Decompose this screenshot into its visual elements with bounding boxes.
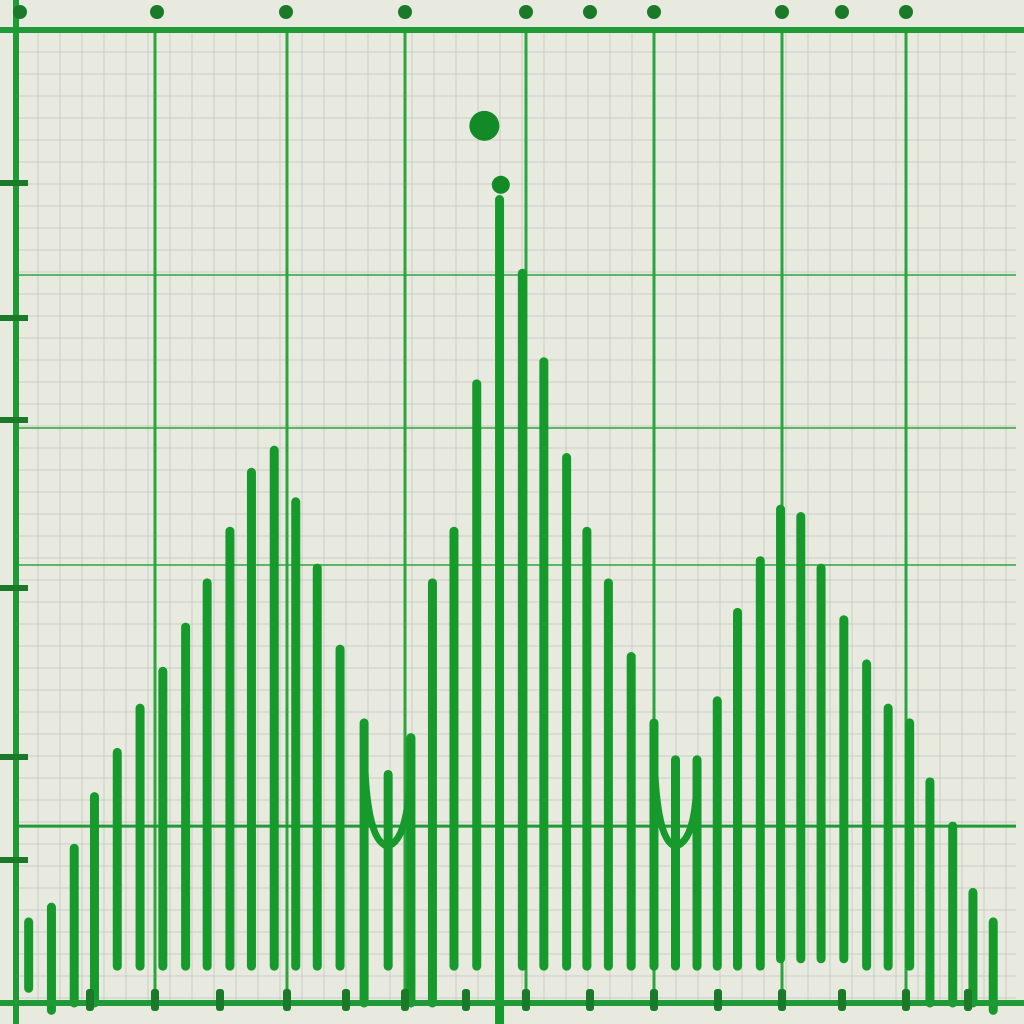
left-tick	[0, 315, 28, 321]
top-tick-dot	[519, 5, 533, 19]
left-tick	[0, 857, 28, 863]
left-tick	[0, 180, 28, 186]
bar-valley	[360, 729, 415, 850]
bottom-tick	[964, 989, 972, 1011]
bottom-tick	[778, 989, 786, 1011]
peak-marker	[469, 110, 500, 141]
bottom-tick	[586, 989, 594, 1011]
peak-marker	[491, 175, 510, 194]
bar-valley	[650, 729, 701, 850]
top-tick-dot	[583, 5, 597, 19]
top-tick-dot	[647, 5, 661, 19]
top-tick-dot	[13, 5, 27, 19]
top-tick-dot	[899, 5, 913, 19]
marker-series	[469, 110, 510, 194]
bottom-tick	[216, 989, 224, 1011]
top-tick-dot	[279, 5, 293, 19]
bottom-tick	[401, 989, 409, 1011]
bottom-tick	[151, 989, 159, 1011]
bottom-tick	[650, 989, 658, 1011]
top-tick-dot	[150, 5, 164, 19]
top-tick-dot	[398, 5, 412, 19]
top-tick-dot	[835, 5, 849, 19]
bottom-tick	[342, 989, 350, 1011]
bottom-tick	[714, 989, 722, 1011]
bar-series	[24, 195, 998, 1024]
left-tick	[0, 754, 28, 760]
left-tick	[0, 417, 28, 423]
top-tick-dot	[775, 5, 789, 19]
left-tick	[0, 585, 28, 591]
bottom-tick	[86, 989, 94, 1011]
bottom-tick	[522, 989, 530, 1011]
axis-ticks	[0, 5, 972, 1011]
bottom-tick	[902, 989, 910, 1011]
bottom-tick	[283, 989, 291, 1011]
bottom-tick	[838, 989, 846, 1011]
bottom-tick	[462, 989, 470, 1011]
